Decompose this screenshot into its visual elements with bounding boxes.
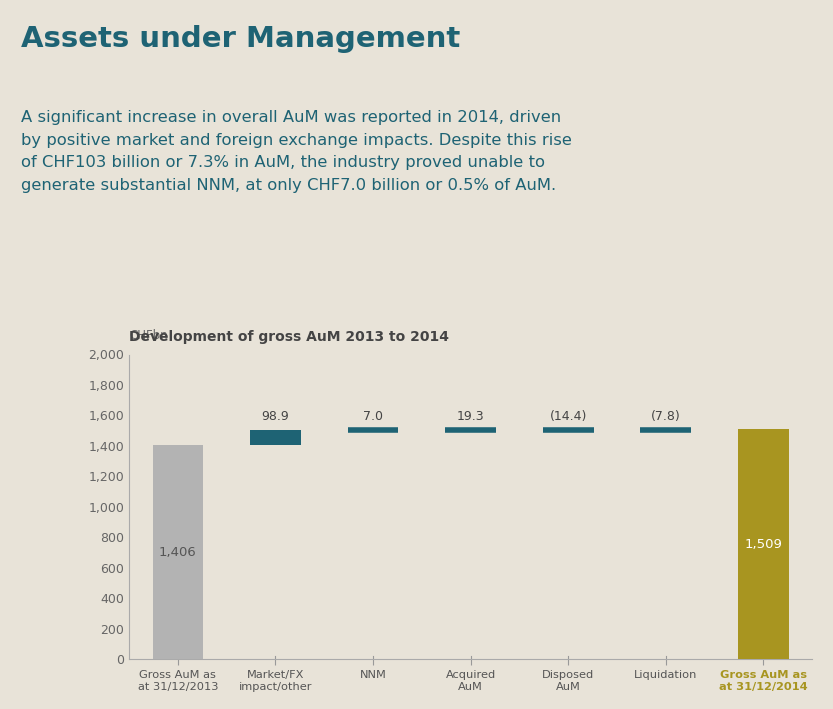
Text: A significant increase in overall AuM was reported in 2014, driven
by positive m: A significant increase in overall AuM wa… — [21, 110, 571, 194]
Text: (7.8): (7.8) — [651, 410, 681, 423]
Text: 1,406: 1,406 — [159, 546, 197, 559]
Bar — [250, 430, 301, 445]
Text: Assets under Management: Assets under Management — [21, 25, 460, 52]
Text: 98.9: 98.9 — [262, 410, 289, 423]
Text: Development of gross AuM 2013 to 2014: Development of gross AuM 2013 to 2014 — [129, 330, 449, 344]
Bar — [738, 430, 789, 659]
Text: 19.3: 19.3 — [456, 410, 485, 423]
Text: CHFbn: CHFbn — [129, 329, 167, 342]
Text: 7.0: 7.0 — [363, 410, 383, 423]
Bar — [152, 445, 203, 659]
Text: 1,509: 1,509 — [745, 538, 782, 551]
Text: (14.4): (14.4) — [550, 410, 587, 423]
